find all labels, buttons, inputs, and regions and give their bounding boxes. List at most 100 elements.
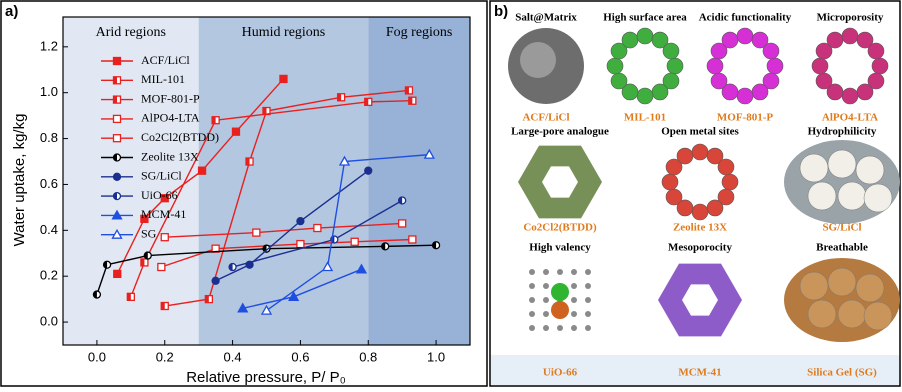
- data-point: [232, 128, 239, 135]
- material-name: Silica Gel (SG): [807, 367, 877, 379]
- data-point: [212, 117, 219, 124]
- image-shape: [763, 43, 779, 59]
- data-point: [399, 197, 406, 204]
- material-name: MOF-801-P: [717, 112, 773, 124]
- image-shape: [808, 300, 836, 328]
- x-tick-label: 0.0: [88, 349, 106, 364]
- image-shape: [663, 43, 679, 59]
- image-shape: [557, 269, 563, 275]
- marker-half: [127, 293, 131, 300]
- image-shape: [551, 301, 569, 319]
- data-point: [141, 259, 148, 266]
- image-shape: [529, 325, 535, 331]
- image-shape: [637, 88, 653, 104]
- data-point: [93, 291, 100, 298]
- image-shape: [557, 325, 563, 331]
- image-shape: [864, 184, 892, 212]
- image-shape: [872, 58, 888, 74]
- material-name: UiO-66: [543, 367, 578, 379]
- image-shape: [611, 73, 627, 89]
- data-point: [158, 264, 165, 271]
- data-point: [212, 277, 219, 284]
- marker-half: [161, 303, 165, 310]
- material-image: [812, 28, 888, 104]
- data-point: [297, 218, 304, 225]
- data-point: [127, 293, 134, 300]
- image-shape: [718, 159, 734, 175]
- feature-label: Large-pore analogue: [511, 126, 609, 138]
- data-point: [104, 261, 111, 268]
- data-point: [161, 303, 168, 310]
- material-name: MCM-41: [678, 367, 721, 379]
- image-shape: [812, 58, 828, 74]
- legend-label: MOF-801-P: [141, 91, 200, 105]
- feature-label: High valency: [529, 242, 591, 254]
- image-shape: [622, 32, 638, 48]
- figure: a) b) Water uptake, kg/kg Relative press…: [0, 0, 902, 387]
- image-shape: [571, 311, 577, 317]
- image-shape: [767, 58, 783, 74]
- legend-label: ACF/LiCl: [141, 53, 190, 67]
- legend-marker: [114, 193, 121, 200]
- legend-label: SG/LiCl: [141, 169, 182, 183]
- marker-half: [114, 96, 118, 103]
- marker-half: [114, 77, 118, 84]
- image-shape: [666, 189, 682, 205]
- data-point: [205, 296, 212, 303]
- legend-label: MIL-101: [141, 72, 185, 86]
- image-shape: [585, 269, 591, 275]
- marker-shape: [114, 135, 121, 142]
- data-point: [365, 167, 372, 174]
- legend-marker: [114, 58, 121, 65]
- legend-marker: [114, 173, 121, 180]
- image-shape: [752, 84, 768, 100]
- image-shape: [571, 283, 577, 289]
- image-shape: [707, 200, 723, 216]
- image-shape: [838, 300, 866, 328]
- marker-half: [212, 117, 216, 124]
- feature-label: Mesoporocity: [668, 242, 732, 254]
- data-point: [144, 252, 151, 259]
- material-image: [662, 144, 738, 220]
- material-image: [784, 140, 900, 224]
- data-point: [409, 236, 416, 243]
- material-image: [518, 146, 602, 219]
- plot: Arid regionsHumid regionsFog regions0.00…: [40, 17, 470, 364]
- data-point: [405, 87, 412, 94]
- marker-shape: [212, 277, 219, 284]
- image-shape: [585, 311, 591, 317]
- image-shape: [529, 269, 535, 275]
- image-shape: [842, 28, 858, 44]
- image-shape: [711, 73, 727, 89]
- material-image: [658, 264, 742, 337]
- material-name: Zeolite 13X: [673, 222, 727, 234]
- image-shape: [677, 148, 693, 164]
- feature-label: Acidic functionality: [699, 12, 792, 24]
- y-tick-label: 0.6: [40, 176, 58, 191]
- data-point: [161, 234, 168, 241]
- legend-marker: [114, 154, 121, 161]
- feature-label: Open metal sites: [661, 126, 739, 138]
- data-point: [229, 264, 236, 271]
- region-label: Fog regions: [386, 25, 453, 40]
- marker-shape: [314, 225, 321, 232]
- image-shape: [808, 182, 836, 210]
- image-shape: [864, 302, 892, 330]
- marker-shape: [409, 236, 416, 243]
- image-shape: [637, 28, 653, 44]
- feature-label: Microporosity: [817, 12, 884, 24]
- panel-label: b): [494, 3, 508, 20]
- marker-shape: [253, 229, 260, 236]
- legend-label: Zeolite 13X: [141, 149, 199, 163]
- marker-half: [141, 259, 145, 266]
- data-point: [199, 167, 206, 174]
- data-point: [399, 220, 406, 227]
- marker-half: [338, 94, 342, 101]
- image-shape: [662, 174, 678, 190]
- image-shape: [520, 42, 556, 78]
- feature-label: Breathable: [816, 242, 868, 254]
- legend-marker: [114, 115, 121, 122]
- marker-half: [205, 296, 209, 303]
- data-point: [280, 75, 287, 82]
- image-shape: [856, 274, 884, 302]
